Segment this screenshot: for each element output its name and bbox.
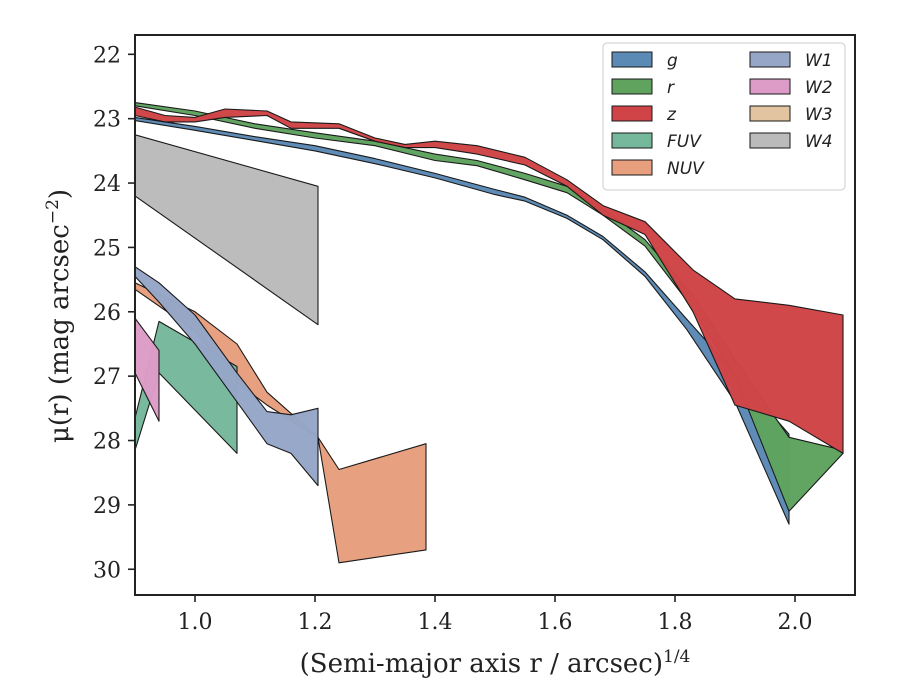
legend-label-r: r: [667, 78, 675, 98]
band-w4: [135, 134, 319, 326]
legend-label-z: z: [666, 105, 677, 125]
y-tick-label: 28: [93, 430, 121, 455]
legend-label-w2: W2: [805, 78, 833, 98]
x-tick-label: 2.0: [778, 610, 813, 635]
legend-label-w3: W3: [805, 105, 833, 125]
y-axis-label-exponent: −2: [43, 199, 63, 224]
legend: grz FUV NUV W1 W2 W3 W4: [602, 42, 846, 191]
x-tick-label: 1.2: [298, 610, 333, 635]
legend-label-w4: W4: [805, 132, 833, 152]
y-tick-label: 22: [93, 43, 121, 68]
x-tick-label: 1.0: [178, 610, 213, 635]
y-tick-label: 23: [93, 108, 121, 133]
legend-label-w1: W1: [805, 51, 833, 71]
band-layer: [135, 102, 844, 564]
legend-swatch-w1: [749, 51, 791, 68]
x-tick-label: 1.4: [418, 610, 453, 635]
legend-swatch-g: [611, 51, 653, 68]
x-axis-label-exponent: 1/4: [663, 647, 690, 667]
legend-label-nuv: NUV: [667, 159, 705, 179]
legend-label-fuv: FUV: [667, 132, 702, 152]
y-axis-label: μ(r) (mag arcsec−2): [43, 189, 75, 443]
legend-swatch-fuv: [611, 132, 653, 149]
legend-swatch-r: [611, 78, 653, 95]
band-g: [135, 116, 790, 525]
y-axis: 22 23 24 25 26 27 28 29 30: [93, 43, 135, 583]
legend-label-g: g: [667, 51, 678, 71]
y-tick-label: 27: [93, 365, 121, 390]
y-tick-label: 30: [93, 558, 121, 583]
y-tick-label: 25: [93, 236, 121, 261]
legend-swatch-w3: [749, 105, 791, 122]
legend-swatch-nuv: [611, 159, 653, 176]
x-tick-label: 1.6: [538, 610, 573, 635]
y-tick-label: 24: [93, 172, 121, 197]
y-tick-label: 29: [93, 494, 121, 519]
band-z: [135, 106, 844, 454]
band-w1: [135, 266, 319, 487]
band-w2: [135, 317, 160, 422]
plot-frame: [134, 34, 856, 596]
legend-swatch-w4: [749, 132, 791, 149]
y-tick-label: 26: [93, 301, 121, 326]
legend-swatch-z: [611, 105, 653, 122]
x-axis-label: (Semi-major axis r / arcsec)1/4: [300, 647, 691, 679]
legend-swatch-w2: [749, 78, 791, 95]
x-tick-label: 1.8: [658, 610, 693, 635]
x-axis: 1.0 1.2 1.4 1.6 1.8 2.0: [178, 595, 813, 635]
y-axis-label-text: μ(r) (mag arcsec: [45, 224, 75, 443]
x-axis-label-text: (Semi-major axis r / arcsec): [300, 649, 663, 679]
y-axis-label-close: ): [45, 189, 75, 199]
